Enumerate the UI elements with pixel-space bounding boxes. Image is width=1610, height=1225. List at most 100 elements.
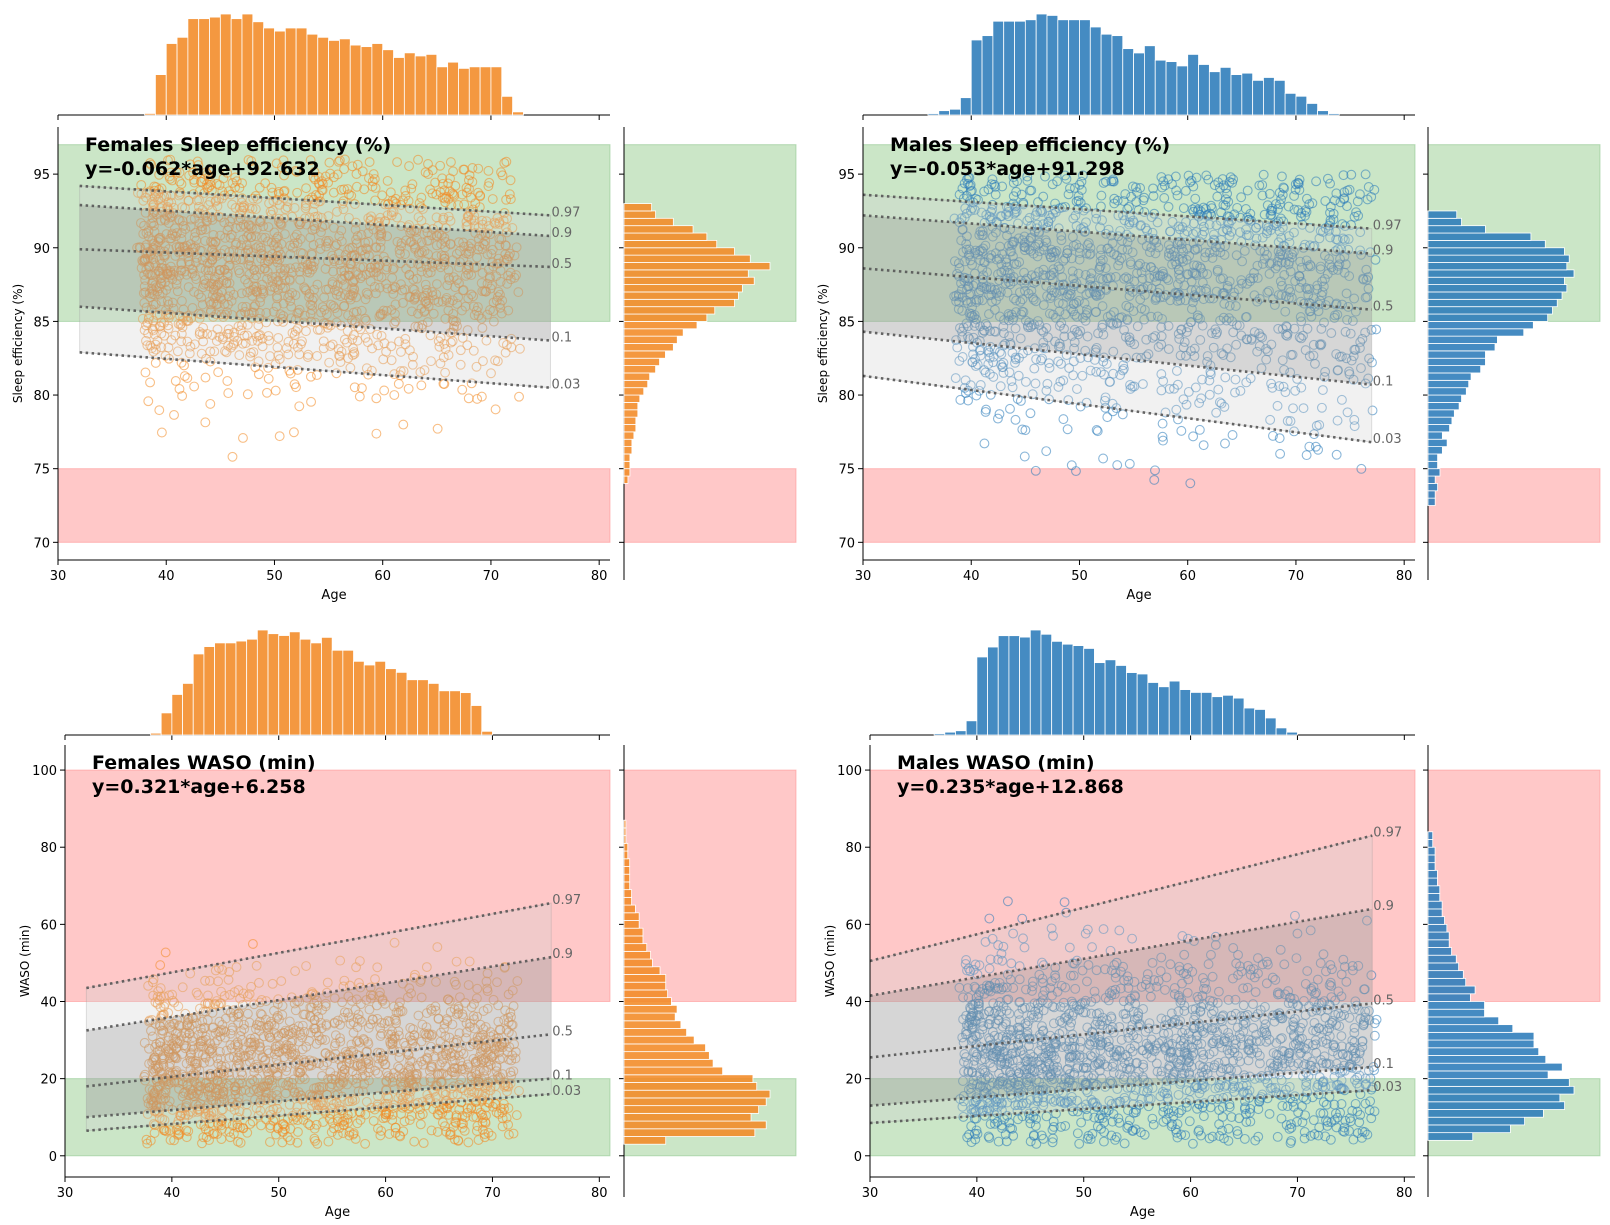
top-hist-bar <box>1100 33 1113 116</box>
scatter-point <box>219 190 230 201</box>
red-band <box>57 468 611 543</box>
x-axis-label: Age <box>321 588 346 603</box>
side-hist-bar <box>1427 217 1462 227</box>
top-hist-bar <box>425 54 438 116</box>
quantile-label: 0.5 <box>552 1024 573 1039</box>
scatter-point <box>1176 425 1187 436</box>
top-hist-bar <box>219 13 232 116</box>
top-hist-bar <box>198 18 210 116</box>
scatter-point <box>1124 458 1135 469</box>
y-axis-label: Sleep efficiency (%) <box>11 284 25 403</box>
scatter-point <box>185 221 196 232</box>
top-hist-bar <box>230 18 243 116</box>
scatter-point <box>244 209 255 220</box>
scatter-point <box>213 367 224 378</box>
scatter-point <box>184 348 195 359</box>
scatter-point <box>1041 446 1052 457</box>
side-hist-bar <box>623 254 751 263</box>
side-red-band <box>623 468 797 543</box>
x-tick-label: 70 <box>1288 569 1305 584</box>
x-tick-label: 40 <box>158 569 175 584</box>
scatter-point <box>389 390 400 400</box>
scatter-point <box>220 346 230 357</box>
top-hist-bar <box>458 67 470 116</box>
top-hist-bar <box>1176 65 1189 116</box>
scatter-point <box>290 165 301 176</box>
top-hist-bar <box>187 18 200 116</box>
top-hist-bar <box>393 57 405 116</box>
scatter-point <box>209 346 220 357</box>
top-hist-bar <box>949 108 961 116</box>
scatter-point <box>432 423 443 434</box>
scatter-point <box>338 204 349 215</box>
x-tick-label: 70 <box>484 1186 501 1201</box>
x-tick-label: 30 <box>57 1186 74 1201</box>
scatter-point <box>440 223 451 234</box>
scatter-point <box>294 401 305 412</box>
scatter-point <box>440 197 451 208</box>
scatter-point <box>237 178 248 189</box>
panel-title: Females Sleep efficiency (%) <box>85 134 391 156</box>
scatter-point <box>322 322 333 333</box>
scatter-point <box>495 276 506 287</box>
quantile-label: 0.5 <box>1373 300 1394 315</box>
side-hist-bar <box>1427 490 1436 499</box>
scatter-point <box>443 350 454 360</box>
scatter-point <box>261 307 272 318</box>
x-tick-label: 70 <box>483 569 500 584</box>
top-hist-bar <box>1328 113 1340 116</box>
top-hist-bar <box>1035 13 1048 116</box>
side-hist-bar <box>1427 232 1532 241</box>
side-hist-bar <box>1427 438 1448 447</box>
quantile-label: 0.03 <box>552 1084 581 1099</box>
top-hist-bar <box>970 39 983 116</box>
side-hist-bar <box>1427 350 1486 359</box>
quantile-label: 0.97 <box>1373 219 1402 234</box>
side-hist-bar <box>1427 276 1565 285</box>
scatter-point <box>179 371 190 382</box>
quantile-label: 0.1 <box>1373 375 1394 390</box>
side-hist-bar <box>623 240 718 249</box>
top-histogram <box>150 629 493 736</box>
scatter-point <box>458 237 469 248</box>
top-hist-bar <box>155 74 167 116</box>
side-hist-bar <box>1427 446 1443 455</box>
quantile-label: 0.9 <box>552 947 573 962</box>
y-tick-label: 85 <box>838 315 855 330</box>
scatter-point <box>486 368 496 379</box>
top-hist-bar <box>1284 92 1297 116</box>
scatter-point <box>1062 424 1073 435</box>
top-hist-bar <box>339 38 351 116</box>
scatter-point <box>1194 424 1205 435</box>
top-hist-bar <box>144 113 156 116</box>
scatter-point <box>200 372 211 383</box>
side-red-band <box>1427 468 1601 543</box>
scatter-point <box>393 378 404 389</box>
scatter-point <box>311 370 322 381</box>
x-tick-label: 60 <box>374 569 391 584</box>
quantile-label: 0.9 <box>551 226 572 241</box>
x-axis-label: Age <box>1126 588 1151 603</box>
scatter-point <box>332 280 343 290</box>
top-hist-bar <box>252 21 265 116</box>
side-hist-bar <box>623 416 637 425</box>
scatter-point <box>1058 414 1069 425</box>
side-hist-bar <box>1427 402 1460 411</box>
scatter-point <box>145 377 156 388</box>
side-hist-bar <box>1427 468 1441 477</box>
y-tick-label: 95 <box>838 168 855 183</box>
scatter-point <box>270 385 281 396</box>
y-tick-label: 75 <box>838 463 855 478</box>
scatter-point <box>1313 444 1324 455</box>
y-tick-label: 80 <box>33 389 50 404</box>
top-hist-bar <box>1057 19 1070 116</box>
side-hist-bar <box>1427 284 1568 293</box>
scatter-point <box>390 282 400 292</box>
scatter-point <box>483 221 494 231</box>
scatter-point <box>252 335 263 346</box>
scatter-point <box>979 438 990 449</box>
scatter-point <box>287 211 297 222</box>
scatter-point <box>416 380 427 391</box>
x-tick-label: 40 <box>963 569 980 584</box>
